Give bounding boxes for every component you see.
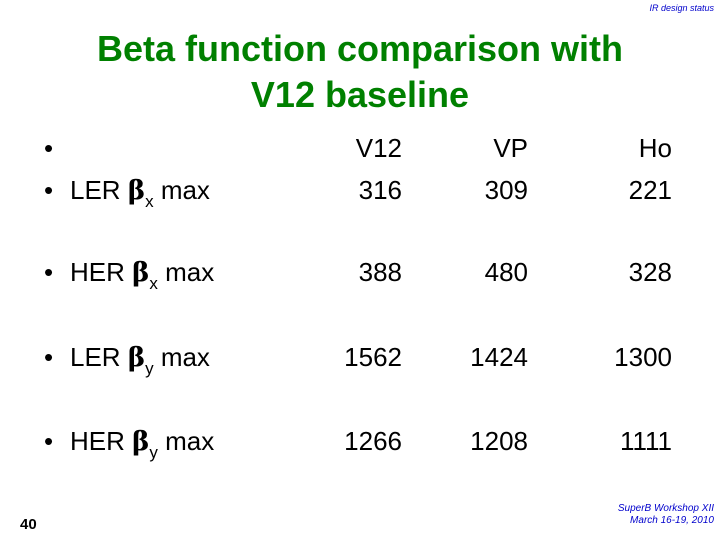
row-label: LER βx max	[70, 170, 210, 214]
row-subscript: x	[145, 192, 154, 211]
bullet: •	[44, 175, 54, 205]
page-number: 40	[20, 516, 37, 533]
column-header-ho: Ho	[638, 133, 672, 163]
footer-line-2: March 16-19, 2010	[630, 515, 714, 526]
bullet: •	[44, 342, 54, 372]
beta-symbol: β	[132, 258, 150, 288]
row-subscript: x	[149, 274, 158, 293]
bullet: •	[44, 257, 54, 287]
beta-symbol: β	[132, 427, 150, 457]
row-suffix: max	[160, 175, 210, 205]
cell-v12: 388	[358, 257, 402, 287]
row-label: LER βy max	[70, 337, 210, 381]
row-suffix: max	[165, 426, 215, 456]
bullet: •	[44, 426, 54, 456]
row-subscript: y	[145, 359, 154, 378]
cell-ho: 221	[628, 175, 672, 205]
footer-note: SuperB Workshop XII March 16-19, 2010	[618, 503, 714, 527]
cell-ho: 1111	[619, 426, 672, 456]
title-line-1: Beta function comparison with	[96, 28, 624, 69]
row-prefix: HER	[70, 257, 125, 287]
row-prefix: HER	[70, 426, 125, 456]
table-header-row: • V12 VP Ho	[0, 128, 720, 168]
column-header-vp: VP	[493, 133, 528, 163]
cell-vp: 480	[484, 257, 528, 287]
cell-ho: 1300	[614, 342, 672, 372]
row-label: HER βy max	[70, 421, 214, 465]
table-row: • HER βx max 388 480 328	[0, 252, 720, 293]
bullet: •	[44, 133, 54, 163]
cell-v12: 1562	[344, 342, 402, 372]
beta-symbol: β	[127, 343, 146, 373]
title-line-2: V12 baseline	[250, 74, 470, 115]
row-suffix: max	[160, 342, 210, 372]
footer-line-1: SuperB Workshop XII	[617, 503, 714, 514]
cell-ho: 328	[628, 257, 672, 287]
table-row: • LER βy max 1562 1424 1300	[0, 337, 720, 378]
row-suffix: max	[165, 257, 215, 287]
header-note: IR design status	[649, 3, 714, 13]
cell-v12: 316	[358, 175, 402, 205]
row-prefix: LER	[70, 342, 121, 372]
cell-vp: 1208	[470, 426, 528, 456]
row-prefix: LER	[70, 175, 121, 205]
cell-v12: 1266	[344, 426, 402, 456]
slide-title: Beta function comparison with V12 baseli…	[0, 26, 720, 118]
table-row: • HER βy max 1266 1208 1111	[0, 421, 720, 462]
cell-vp: 309	[484, 175, 528, 205]
row-label: HER βx max	[70, 252, 214, 296]
column-header-v12: V12	[355, 133, 402, 163]
table-row: • LER βx max 316 309 221	[0, 170, 720, 211]
row-subscript: y	[149, 443, 158, 462]
cell-vp: 1424	[470, 342, 528, 372]
beta-symbol: β	[127, 176, 146, 206]
